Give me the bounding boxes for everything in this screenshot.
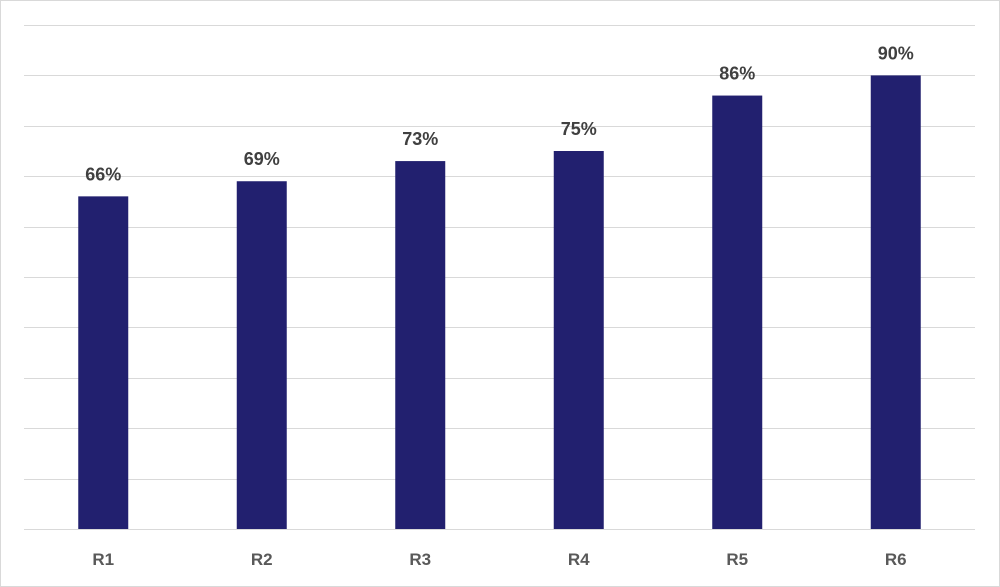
bar-r2 xyxy=(236,181,287,530)
data-label-r2: 69% xyxy=(244,149,280,169)
bar-r1 xyxy=(78,196,129,530)
bar-r6 xyxy=(870,75,921,530)
gridlines xyxy=(24,25,975,530)
x-tick-label-r2: R2 xyxy=(251,550,273,569)
bar-r4 xyxy=(553,151,604,529)
data-label-r5: 86% xyxy=(719,64,755,84)
x-tick-label-r4: R4 xyxy=(568,550,590,569)
bars xyxy=(78,75,921,530)
x-tick-label-r6: R6 xyxy=(885,550,907,569)
x-tick-label-r3: R3 xyxy=(409,550,431,569)
bar-r3 xyxy=(395,161,446,529)
x-tick-label-r1: R1 xyxy=(92,550,114,569)
x-tick-label-r5: R5 xyxy=(726,550,748,569)
data-label-r4: 75% xyxy=(561,119,597,139)
x-axis-tick-labels: R1 R2 R3 R4 R5 R6 xyxy=(92,550,906,569)
bar-r5 xyxy=(712,95,763,529)
data-label-r6: 90% xyxy=(878,43,914,63)
data-label-r1: 66% xyxy=(85,164,121,184)
data-labels: 66% 69% 73% 75% 86% 90% xyxy=(85,43,914,184)
data-label-r3: 73% xyxy=(402,129,438,149)
